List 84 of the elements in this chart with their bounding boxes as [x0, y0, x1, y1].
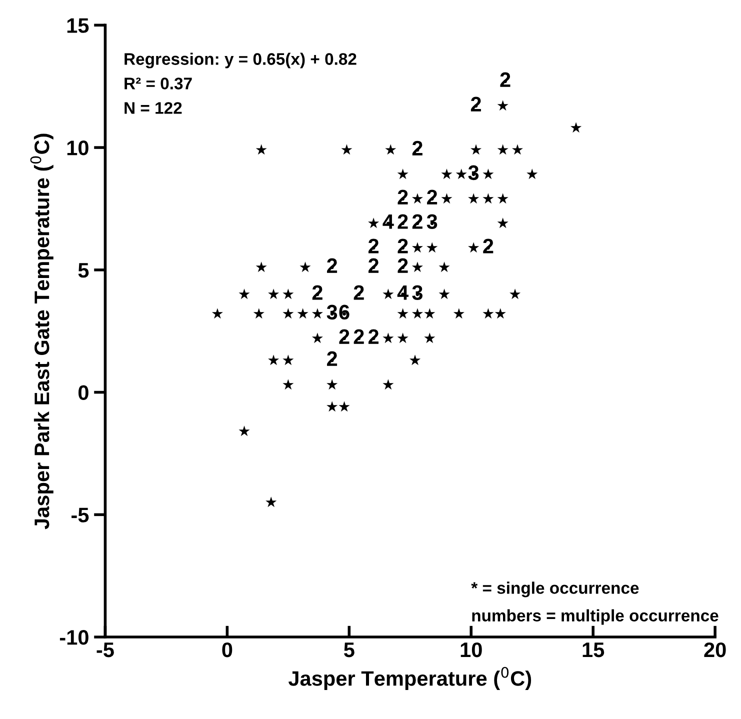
- y-tick-label: 10: [67, 140, 88, 156]
- point: [341, 144, 352, 155]
- x-tick-label: 5: [344, 642, 354, 658]
- point: [468, 242, 480, 253]
- annotation: R² = 0.37: [124, 78, 192, 90]
- point: [412, 308, 423, 319]
- point: [368, 218, 380, 228]
- point: [312, 332, 323, 344]
- point: [300, 262, 311, 272]
- point: [570, 122, 582, 133]
- point: [282, 308, 294, 319]
- point: [282, 288, 294, 300]
- point: [497, 218, 508, 228]
- point: [412, 193, 423, 204]
- point: [494, 308, 506, 319]
- point: [468, 193, 480, 204]
- point: [256, 144, 267, 155]
- x-tick-label: 15: [582, 642, 604, 658]
- point: [282, 379, 294, 390]
- point: [482, 193, 494, 204]
- point: [266, 496, 277, 508]
- point: [497, 100, 508, 111]
- point: [282, 354, 294, 366]
- point: [397, 308, 408, 319]
- y-tick-label: 5: [78, 263, 89, 278]
- point: [482, 168, 494, 180]
- annotation: 6: [339, 304, 350, 320]
- point: [456, 168, 467, 180]
- point: [409, 354, 421, 366]
- point: [338, 401, 350, 412]
- point: [397, 332, 408, 344]
- annotation: 4: [397, 285, 409, 300]
- point: [510, 288, 521, 300]
- point: [426, 242, 438, 253]
- point: [453, 308, 464, 319]
- point: [268, 288, 280, 300]
- point: [212, 308, 223, 319]
- point: [253, 308, 264, 319]
- annotation: 3: [426, 214, 438, 230]
- point: [268, 354, 280, 366]
- point: [385, 144, 396, 155]
- y-axis-title: Jasper Park East Gate Temperature ($^{0}$C): [30, 134, 54, 530]
- annotation: * = single occurrence: [471, 582, 639, 598]
- point: [424, 332, 436, 344]
- annotation: 3: [326, 304, 338, 320]
- point: [412, 262, 423, 272]
- annotation: 4: [382, 214, 394, 229]
- point: [512, 144, 523, 155]
- point: [382, 379, 394, 390]
- y-tick-label: 15: [67, 18, 89, 33]
- point: [256, 262, 267, 272]
- annotation: Regression: y = 0.65(x) + 0.82: [124, 52, 356, 68]
- point: [482, 308, 494, 319]
- y-tick-label: 0: [78, 385, 88, 400]
- point: [441, 168, 452, 180]
- point: [397, 168, 408, 180]
- point: [238, 426, 250, 436]
- point: [438, 288, 450, 300]
- x-tick-label: 20: [704, 642, 726, 658]
- y-tick-label: -10: [60, 630, 88, 645]
- point: [326, 379, 338, 390]
- point: [297, 308, 308, 319]
- annotation: numbers = multiple occurrence: [472, 609, 718, 625]
- point: [470, 144, 482, 155]
- point: [312, 308, 323, 319]
- x-tick-label: 0: [222, 642, 232, 658]
- y-tick-label: -5: [72, 508, 89, 522]
- point: [497, 144, 508, 155]
- point: [382, 332, 394, 344]
- annotation: N = 122: [124, 102, 182, 114]
- annotation: 3: [468, 165, 479, 180]
- x-tick-label: 10: [460, 642, 482, 658]
- point: [438, 262, 450, 272]
- x-tick-label: -5: [96, 642, 114, 658]
- point: [238, 288, 250, 300]
- point: [526, 168, 538, 180]
- annotation: 3: [412, 285, 422, 300]
- x-axis-title: Jasper Temperature ($^{0}$C): [288, 666, 532, 690]
- point: [326, 401, 338, 412]
- point: [412, 242, 423, 253]
- point: [424, 308, 436, 319]
- point: [497, 193, 508, 204]
- point: [441, 193, 452, 204]
- point: [382, 288, 394, 300]
